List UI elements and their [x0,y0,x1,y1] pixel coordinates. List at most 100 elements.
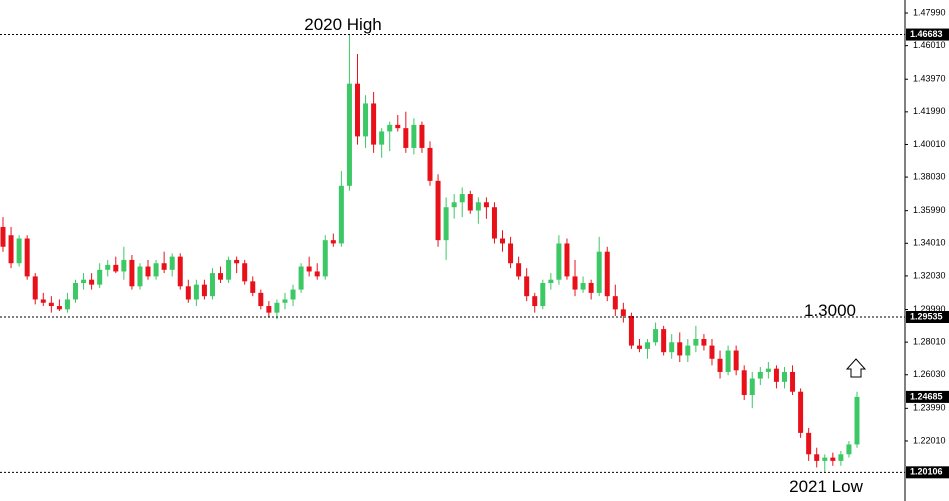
candle-body [628,315,634,346]
candle-body [443,207,449,241]
candle-body [177,256,183,287]
candle-body [250,281,256,293]
y-tick-label: 1.38030 [913,171,946,181]
candle-body [677,342,683,356]
candle-body [580,282,586,290]
candle-body [274,302,280,313]
candle-body [572,276,578,290]
price-label-box [906,28,949,41]
candle-body [532,296,538,307]
candle-body [548,279,554,283]
candle-body [749,378,755,396]
candle-body [209,273,215,297]
candle-body [830,457,836,461]
candle-body [48,302,54,307]
candle-body [612,296,618,310]
candle-body [371,103,377,145]
candle-body [773,368,779,382]
y-tick-label: 1.28010 [913,337,946,347]
candle-body [693,338,699,346]
candle-body [290,289,296,300]
candle-body [717,358,723,372]
y-tick-label: 1.47990 [913,7,946,17]
candle-body [435,180,441,241]
candle-body [395,124,401,129]
candle-body [483,202,489,208]
y-tick-label: 1.29990 [913,304,946,314]
up-arrow-icon [845,358,867,378]
candle-body [282,299,288,303]
candle-body [226,259,232,280]
candle-body [508,243,514,264]
candle-body [709,345,715,359]
candle-body [645,342,651,349]
candle-body [97,269,103,285]
candle-body [725,350,731,372]
price-label-box [906,311,949,324]
y-tick-label: 1.32030 [913,270,946,280]
candle-body [314,271,320,277]
y-tick-label: 1.26030 [913,369,946,379]
candle-body [838,454,844,461]
candle-body [8,235,14,264]
price-label: 1.46683 [910,29,943,39]
candle-body [354,83,360,137]
y-tick-label: 1.22010 [913,435,946,445]
y-tick-label: 1.40010 [913,139,946,149]
candle-body [32,276,38,300]
candle-body [636,345,642,349]
candle-body [822,457,828,461]
candle-body [298,266,304,290]
candle-body [242,263,248,282]
candle-body [161,263,167,270]
candle-body [596,251,602,293]
candle-body [620,309,626,316]
candle-body [121,259,127,272]
candle-body [193,284,199,300]
candle-body [556,243,562,280]
candle-body [387,124,393,132]
candle-body [451,202,457,208]
annotation: 2020 High [304,15,382,34]
price-label-box [906,466,949,479]
candle-body [153,263,159,277]
candle-body [781,371,787,382]
candle-body [16,238,22,264]
candle-body [403,128,409,148]
candle-body [790,371,796,392]
y-tick-label: 1.35990 [913,205,946,215]
candle-body [0,226,6,247]
candle-body [363,103,369,137]
candle-body [757,371,763,379]
price-label: 1.24685 [910,391,943,401]
candle-body [145,266,151,277]
candle-body [113,264,119,272]
candle-body [56,306,62,310]
price-label: 1.29535 [910,311,943,321]
candle-body [798,391,804,433]
price-label-box [906,390,949,403]
candle-body [306,266,312,272]
y-tick-label: 1.41990 [913,106,946,116]
candle-body [185,286,191,300]
candle-body [89,279,95,285]
candle-body [475,202,481,211]
candle-body [653,329,659,343]
candle-body [516,263,522,277]
candle-body [330,240,336,244]
candle-body [411,124,417,148]
candle-body [733,350,739,371]
candle-body [814,454,820,461]
candle-body [854,396,860,445]
candle-body [266,306,272,313]
y-tick-label: 1.34010 [913,238,946,248]
candle-body [105,264,111,270]
candle-body [685,345,691,356]
candle-body [129,259,135,287]
candle-body [234,259,240,264]
candle-body [218,273,224,280]
candle-body [322,240,328,277]
candle-body [588,282,594,293]
candle-body [765,368,771,372]
candle-body [73,282,79,300]
